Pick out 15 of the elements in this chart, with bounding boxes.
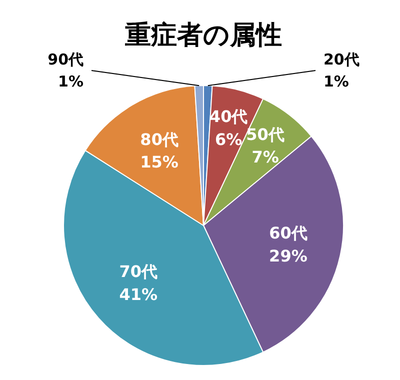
data-label: 6% xyxy=(214,130,242,149)
slice-label: 50代 xyxy=(246,124,284,144)
slice-label: 20代 xyxy=(324,50,360,69)
data-label: 15% xyxy=(140,152,178,172)
data-label: 1% xyxy=(58,72,84,90)
data-label: 7% xyxy=(252,148,279,167)
slice-label: 60代 xyxy=(269,224,308,243)
chart-title: 重症者の属性 xyxy=(124,20,282,50)
slice-label: 40代 xyxy=(209,106,248,126)
data-label: 29% xyxy=(269,246,308,266)
data-label: 41% xyxy=(119,284,158,304)
slice-label: 80代 xyxy=(140,130,178,149)
slice-label: 90代 xyxy=(48,50,84,69)
data-label: 1% xyxy=(324,72,349,90)
slice-label: 70代 xyxy=(119,262,158,281)
